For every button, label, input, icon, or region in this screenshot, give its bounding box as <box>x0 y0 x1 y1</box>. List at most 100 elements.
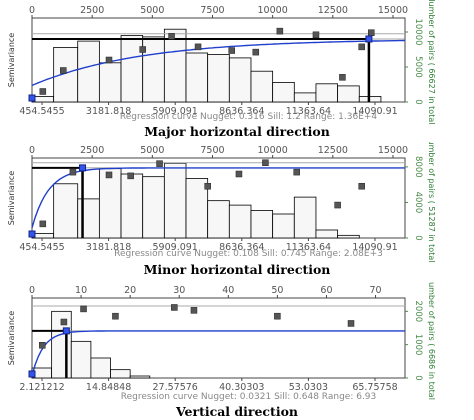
right-tick-label: 4000 <box>413 192 423 214</box>
histogram-bar <box>98 62 122 103</box>
histogram-bar <box>207 200 230 239</box>
semivariance-point <box>39 88 47 95</box>
bottom-tick-label: 53.0303 <box>289 382 328 393</box>
right-tick-label: 8000 <box>413 156 423 178</box>
semivariance-point <box>347 320 355 327</box>
nugget-marker <box>28 230 36 238</box>
variogram-panel-vertical: 0 10 20 30 40 50 60 70 2.121212 14.84848 27.57576 4… <box>0 282 474 420</box>
bottom-tick-label: 5909.091 <box>153 242 198 253</box>
histogram-bar <box>293 196 317 239</box>
top-tick-label: 40 <box>222 285 234 296</box>
range-marker <box>365 35 373 43</box>
top-tick-label: 15000 <box>378 145 408 156</box>
chart-title-minor: Minor horizontal direction <box>143 262 331 277</box>
y2-axis-label: Number of pairs ( 66627 in total <box>427 0 436 124</box>
top-tick-label: 12500 <box>318 145 348 156</box>
top-tick-label: 20 <box>124 285 136 296</box>
regression-info: Regression curve Nugget: 0.108 Sill: 0.7… <box>114 249 383 259</box>
range-marker <box>79 164 87 172</box>
top-tick-label: 30 <box>173 285 185 296</box>
y-axis-label: Semivariance <box>7 33 16 88</box>
semivariance-point <box>105 56 113 64</box>
semivariance-point <box>171 304 178 311</box>
histogram-bar <box>77 40 100 103</box>
top-tick-label: 0 <box>29 285 35 296</box>
right-tick-label: 0 <box>413 99 423 104</box>
semivariance-point <box>39 220 47 228</box>
right-tick-label: 0 <box>413 235 423 240</box>
regression-info: Regression curve Nugget: 0.316 Sill: 1.2… <box>120 112 378 122</box>
semivariance-point <box>39 342 46 349</box>
semivariance-point <box>368 29 375 36</box>
range-marker <box>62 327 70 335</box>
histogram-bar <box>228 204 252 239</box>
semivariance-point <box>60 67 67 74</box>
regression-curve <box>31 167 405 229</box>
top-tick-label: 7500 <box>200 145 224 156</box>
variogram-chart-minor: 0 2500 5000 7500 10000 12500 15000 454.5455 3181… <box>7 142 436 262</box>
top-tick-label: 12500 <box>318 5 348 16</box>
semivariance-point <box>105 171 113 179</box>
semivariance-point <box>127 172 134 180</box>
top-tick-label: 10 <box>75 285 87 296</box>
top-tick-label: 2500 <box>80 5 104 16</box>
top-tick-label: 7500 <box>200 5 224 16</box>
y-axis-label: Semivariance <box>7 171 16 226</box>
bottom-tick-label: 14090.91 <box>352 106 397 117</box>
bottom-tick-label: 11363.64 <box>286 106 331 117</box>
bottom-tick-label: 454.5455 <box>19 242 64 253</box>
semivariance-point <box>190 307 198 314</box>
histogram-bar <box>90 357 111 379</box>
semivariance-point <box>60 318 68 326</box>
bottom-tick-label: 8636.364 <box>219 106 264 117</box>
right-tick-label: 5000 <box>413 56 423 78</box>
regression-curve <box>31 39 406 87</box>
histogram-bar <box>163 162 187 239</box>
semivariance-point <box>358 182 365 190</box>
semivariance-point <box>276 27 284 35</box>
top-tick-label: 10000 <box>258 145 288 156</box>
histogram-bar <box>120 173 144 239</box>
bottom-tick-label: 65.75758 <box>352 382 397 393</box>
y2-axis-label: Number of pairs ( 6686 in total <box>427 282 436 400</box>
histogram-bar <box>293 92 317 103</box>
top-tick-label: 15000 <box>378 5 408 16</box>
variogram-chart-vertical: 0 10 20 30 40 50 60 70 2.121212 14.84848 27.57576 4… <box>7 282 436 402</box>
semivariance-point <box>112 312 119 320</box>
semivariance-point <box>312 31 320 39</box>
histogram-bar <box>337 234 360 239</box>
histogram-bar <box>53 47 79 103</box>
histogram-bar <box>250 70 274 103</box>
top-tick-label: 60 <box>320 285 332 296</box>
top-tick-label: 10000 <box>258 5 288 16</box>
histogram-bar <box>77 198 100 239</box>
semivariance-point <box>156 160 163 167</box>
histogram-bar <box>53 183 79 239</box>
top-tick-label: 50 <box>271 285 283 296</box>
histogram-bar <box>337 85 360 103</box>
semivariance-point <box>358 43 365 51</box>
bottom-tick-label: 27.57576 <box>153 382 198 393</box>
histogram-bar <box>207 54 230 103</box>
semivariance-point <box>228 47 235 54</box>
top-tick-label: 70 <box>370 285 382 296</box>
histogram-bar <box>98 168 122 239</box>
histogram-bar <box>250 210 274 239</box>
right-tick-label: 0 <box>413 375 423 380</box>
bottom-tick-label: 5909.091 <box>153 106 198 117</box>
semivariance-point <box>168 33 175 40</box>
right-tick-label: 10000 <box>413 18 423 45</box>
histogram-bar <box>163 28 187 103</box>
semivariance-point <box>235 170 243 178</box>
chart-title-major: Major horizontal direction <box>144 124 330 139</box>
semivariance-point <box>252 48 260 56</box>
right-tick-label: 1000 <box>413 334 423 356</box>
top-tick-label: 0 <box>29 5 35 16</box>
semivariance-point <box>204 182 211 190</box>
bottom-tick-label: 2.121212 <box>19 382 64 393</box>
semivariance-point <box>194 43 202 51</box>
regression-curve <box>31 330 405 376</box>
variogram-chart-major: 0 2500 5000 7500 10000 12500 15000 454.5455 3181… <box>7 0 436 124</box>
variogram-panel-major: 0 2500 5000 7500 10000 12500 15000 454.5455 3181… <box>0 0 474 139</box>
bottom-tick-label: 3181.818 <box>86 242 131 253</box>
